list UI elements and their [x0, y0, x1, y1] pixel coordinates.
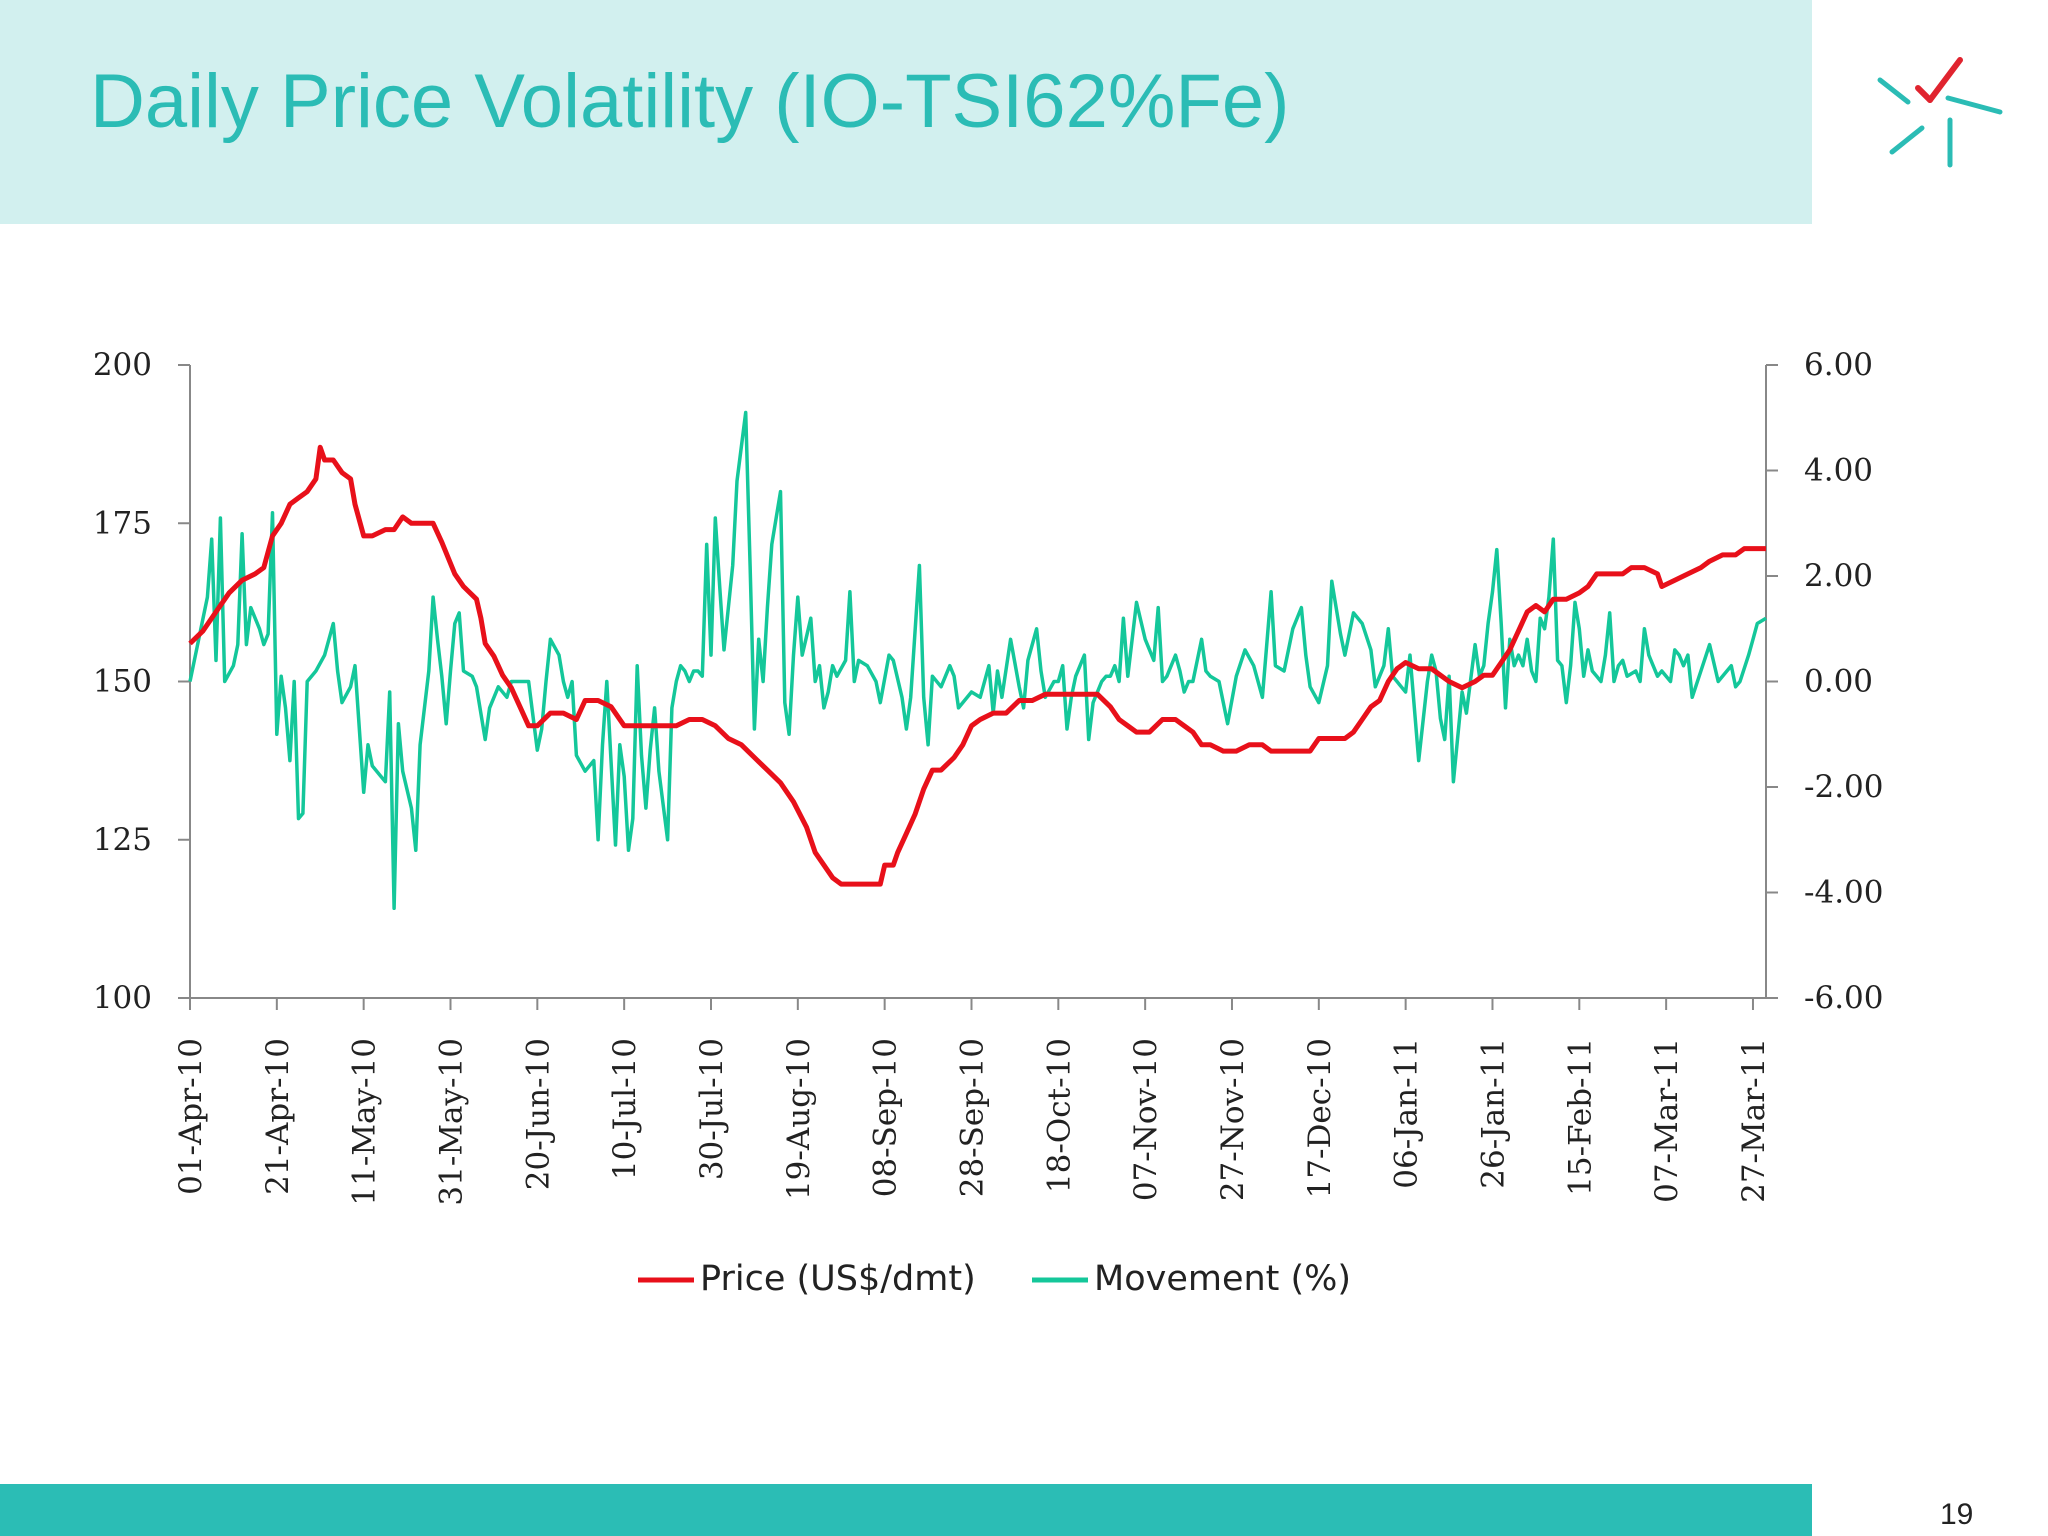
x-tick-label: 15-Feb-11 [1562, 1038, 1598, 1196]
right-tick-label: 6.00 [1804, 347, 1873, 383]
chart-legend: Price (US$/dmt) Movement (%) [638, 1259, 1351, 1299]
x-tick-label: 17-Dec-10 [1302, 1038, 1338, 1198]
x-tick-label: 26-Jan-11 [1475, 1038, 1511, 1189]
price-series-line [188, 444, 1766, 887]
left-tick-label: 200 [93, 347, 152, 383]
movement-series-line [188, 410, 1767, 911]
x-tick-label: 07-Mar-11 [1649, 1038, 1685, 1203]
x-tick-label: 20-Jun-10 [520, 1038, 556, 1190]
left-tick-label: 150 [93, 664, 152, 700]
legend-label: Price (US$/dmt) [700, 1259, 976, 1299]
x-tick-label: 27-Mar-11 [1736, 1038, 1772, 1203]
left-tick-label: 175 [93, 505, 152, 541]
footer-band [0, 1484, 1812, 1536]
x-tick-label: 31-May-10 [433, 1038, 469, 1206]
x-tick-label: 28-Sep-10 [954, 1038, 990, 1197]
right-axis-ticks: -6.00 -4.00 -2.00 0.00 2.00 4.00 6.00 [1766, 347, 1884, 1016]
left-axis-ticks: 100 125 150 175 200 [93, 347, 190, 1016]
right-tick-label: 4.00 [1804, 453, 1873, 489]
page-number: 19 [1940, 1498, 1974, 1531]
x-axis-ticks: 01-Apr-10 21-Apr-10 11-May-10 31-May-10 20-J… [173, 998, 1772, 1206]
x-tick-label: 21-Apr-10 [260, 1038, 296, 1195]
right-tick-label: 0.00 [1804, 664, 1873, 700]
right-tick-label: 2.00 [1804, 558, 1873, 594]
x-tick-label: 27-Nov-10 [1215, 1038, 1251, 1201]
x-tick-label: 19-Aug-10 [781, 1038, 817, 1200]
x-tick-label: 06-Jan-11 [1389, 1038, 1425, 1189]
slide-title: Daily Price Volatility (IO-TSI62%Fe) [90, 59, 1290, 144]
x-tick-label: 10-Jul-10 [607, 1038, 643, 1180]
right-tick-label: -4.00 [1804, 875, 1884, 911]
x-tick-label: 01-Apr-10 [173, 1038, 209, 1195]
right-tick-label: -6.00 [1804, 980, 1884, 1016]
chart-series [188, 410, 1767, 911]
logo-icon [1877, 57, 2003, 168]
x-tick-label: 18-Oct-10 [1041, 1038, 1077, 1193]
x-tick-label: 07-Nov-10 [1128, 1038, 1164, 1201]
legend-label: Movement (%) [1094, 1259, 1351, 1299]
right-tick-label: -2.00 [1804, 769, 1884, 805]
title-band [0, 0, 1812, 224]
x-tick-label: 08-Sep-10 [868, 1038, 904, 1197]
x-tick-label: 30-Jul-10 [694, 1038, 730, 1180]
left-tick-label: 125 [93, 822, 152, 858]
x-tick-label: 11-May-10 [347, 1038, 383, 1206]
left-tick-label: 100 [93, 980, 152, 1016]
